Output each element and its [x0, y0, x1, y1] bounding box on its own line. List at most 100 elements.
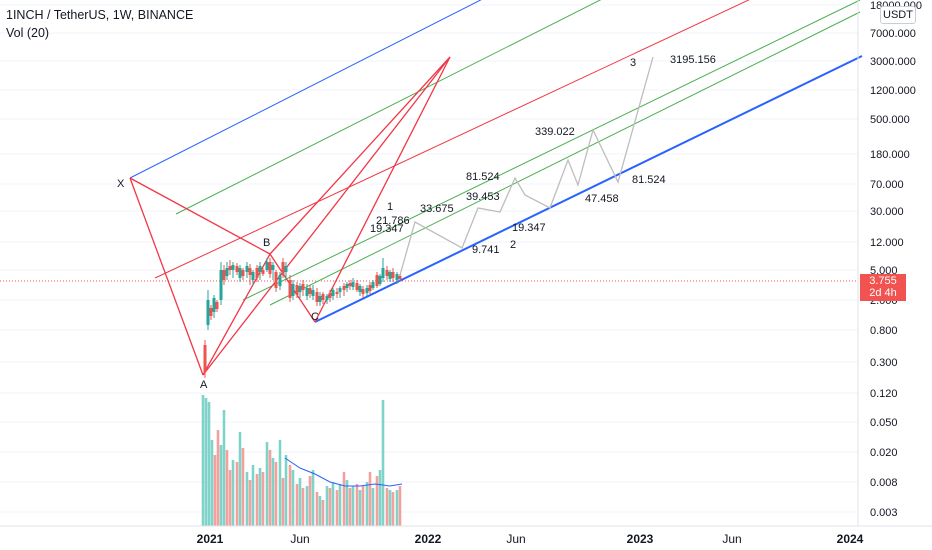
- volume-bar: [274, 462, 278, 526]
- volume-bar: [365, 482, 369, 526]
- price-tick-label: 7000.000: [870, 28, 916, 40]
- volume-bar: [298, 478, 302, 526]
- price-tick-label: 500.000: [870, 114, 910, 126]
- pattern-point-label: C: [311, 311, 319, 323]
- volume-bar: [291, 470, 295, 526]
- volume-indicator-label[interactable]: Vol (20): [6, 26, 50, 40]
- candle-body: [265, 262, 269, 270]
- volume-bar: [342, 472, 346, 526]
- candle-body: [321, 294, 325, 300]
- volume-bar: [258, 468, 262, 526]
- projection-path-line: [399, 56, 654, 276]
- volume-bar: [335, 490, 339, 526]
- leg-bd: [269, 56, 451, 255]
- candle-body: [381, 268, 385, 278]
- volume-bar: [321, 500, 325, 526]
- candle-body: [215, 302, 219, 309]
- time-tick-label: Jun: [722, 532, 741, 546]
- volume-bar: [284, 455, 288, 526]
- candle-body: [261, 270, 265, 274]
- volume-bar: [381, 400, 385, 526]
- volume-bar: [235, 462, 239, 526]
- symbol-title: 1INCH / TetherUS, 1W, BINANCE: [6, 8, 194, 22]
- price-axis[interactable]: 18000.0007000.0003000.0001200.000500.000…: [857, 0, 922, 526]
- volume-bar: [301, 488, 305, 526]
- volume-bar: [216, 430, 220, 526]
- time-tick-label: Jun: [290, 532, 309, 546]
- candle-body: [258, 266, 262, 272]
- time-tick-label: Jun: [506, 532, 525, 546]
- volume-bar: [331, 482, 335, 526]
- projection-path: [399, 56, 654, 276]
- leg-xa: [129, 177, 204, 376]
- candle-body: [225, 268, 229, 276]
- projection-value-label: 19.347: [512, 222, 546, 234]
- candle-body: [228, 266, 232, 270]
- candle-body: [281, 262, 285, 275]
- last-price-value: 3.755: [869, 275, 897, 287]
- price-tick-label: 0.003: [870, 507, 898, 519]
- volume-bar: [204, 398, 208, 526]
- volume-bar: [308, 476, 312, 526]
- candle-body: [288, 280, 292, 298]
- volume-bar: [271, 458, 275, 526]
- volume-bar: [225, 450, 229, 526]
- candle-body: [241, 270, 245, 276]
- volume-bars: [201, 395, 403, 526]
- price-tick-label: 0.800: [870, 325, 898, 337]
- time-axis[interactable]: 2021 Jun 2022 Jun 2023 Jun 2024: [0, 525, 932, 546]
- candle-body: [231, 265, 235, 270]
- volume-bar: [210, 440, 214, 526]
- time-tick-label: 2023: [627, 532, 654, 546]
- candle-body: [209, 308, 213, 316]
- leg-ad: [202, 56, 451, 376]
- candle-body: [338, 288, 342, 292]
- volume-bar: [348, 488, 352, 526]
- candle-body: [391, 272, 395, 278]
- candle-body: [274, 272, 278, 288]
- pattern-point-label: X: [117, 178, 125, 190]
- candle-body: [308, 288, 312, 294]
- candle-body: [358, 286, 362, 292]
- volume-bar: [261, 472, 265, 526]
- candle-body: [395, 274, 399, 280]
- candle-body: [212, 298, 216, 312]
- wave-label: 2: [510, 239, 516, 251]
- volume-bar: [265, 442, 269, 526]
- volume-bar: [201, 395, 205, 526]
- volume-bar: [255, 474, 259, 526]
- candle-body: [238, 268, 242, 278]
- projection-value-label: 3195.156: [670, 54, 716, 66]
- candle-body: [235, 266, 239, 272]
- candle-body: [325, 296, 329, 300]
- volume-bar: [351, 486, 355, 526]
- pattern-point-label: B: [263, 237, 270, 249]
- price-tick-label: 0.050: [870, 417, 898, 429]
- price-tick-label: 0.120: [870, 388, 898, 400]
- candle-body: [328, 293, 332, 298]
- volume-bar: [378, 470, 382, 526]
- volume-bar: [251, 465, 255, 526]
- leg-xb: [129, 177, 271, 255]
- price-tick-label: 30.000: [870, 206, 904, 218]
- volume-bar: [248, 480, 252, 526]
- currency-button[interactable]: USDT: [880, 6, 916, 24]
- volume-bar: [385, 488, 389, 526]
- volume-bar: [311, 470, 315, 526]
- candle-body: [368, 285, 372, 291]
- price-tick-label: 0.020: [870, 447, 898, 459]
- candle-body: [355, 283, 359, 290]
- candle-body: [315, 292, 319, 302]
- candle-body: [375, 275, 379, 286]
- fib-line-green: [242, 0, 861, 301]
- fib-line-green: [175, 0, 602, 215]
- candle-body: [371, 282, 375, 288]
- volume-bar: [395, 490, 399, 526]
- volume-bar: [318, 496, 322, 526]
- volume-bar: [278, 440, 282, 526]
- candle-body: [284, 266, 288, 272]
- volume-ma-line: [284, 457, 403, 487]
- price-tick-label: 3000.000: [870, 56, 916, 68]
- fib-line-red: [154, 0, 750, 279]
